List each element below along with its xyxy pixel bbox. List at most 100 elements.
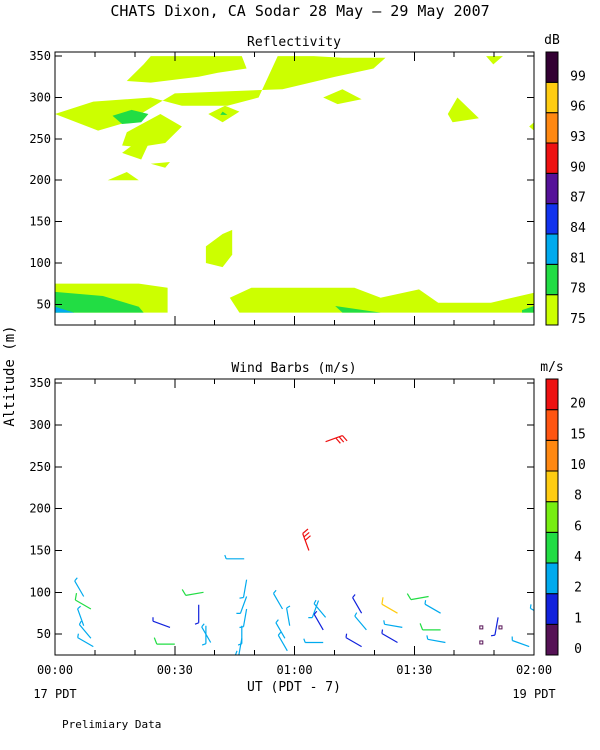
panel2-title: Wind Barbs (m/s) xyxy=(231,361,356,376)
colorbar-swatch xyxy=(545,51,559,83)
wind-barb xyxy=(529,604,534,612)
y-tick-label: 250 xyxy=(29,460,51,474)
reflectivity-region xyxy=(220,111,228,115)
wind-barb xyxy=(74,592,92,610)
reflectivity-region xyxy=(447,97,479,123)
x-right-sublabel: 19 PDT xyxy=(512,687,555,701)
calm-marker xyxy=(479,625,484,630)
reflectivity-region xyxy=(112,109,149,124)
reflectivity-region xyxy=(486,56,503,65)
wind-barb xyxy=(275,619,286,639)
colorbar-swatch xyxy=(545,142,559,174)
wind-barb xyxy=(313,610,324,631)
colorbar-label: 90 xyxy=(570,160,586,175)
colorbar-label: 87 xyxy=(570,191,586,206)
calm-marker xyxy=(537,641,540,644)
calm-marker xyxy=(479,640,484,645)
colorbar-label: 0 xyxy=(574,642,582,657)
colorbar-swatch xyxy=(545,593,559,625)
reflectivity-region xyxy=(122,114,182,148)
x-tick-label: 01:00 xyxy=(276,663,312,677)
wind-barb xyxy=(308,600,320,619)
reflectivity-region xyxy=(335,306,381,313)
wind-barb xyxy=(194,604,200,625)
x-tick-label: 00:30 xyxy=(157,663,193,677)
reflectivity-colorbar: dB 75 78 81 84 87 90 93 96 99 xyxy=(544,33,586,327)
wind-speed-colorbar: m/s 0 1 2 4 6 8 10 15 20 xyxy=(540,360,586,657)
wind-barb xyxy=(490,617,499,637)
colorbar-label: 78 xyxy=(570,282,586,297)
wind-barb xyxy=(236,596,248,614)
x-axis-label: UT (PDT - 7) xyxy=(247,680,341,695)
panel1-title: Reflectivity xyxy=(247,35,341,50)
x-tick-label: 01:30 xyxy=(396,663,432,677)
wind-barb xyxy=(381,597,398,614)
wind-barb xyxy=(424,600,441,614)
wind-barb xyxy=(345,633,362,648)
wind-barb xyxy=(426,635,446,644)
colorbar-swatch xyxy=(545,501,559,533)
colorbar-swatch xyxy=(545,409,559,441)
y-axis-label: Altitude (m) xyxy=(2,325,18,426)
reflectivity-plot: 50 100 150 200 250 300 350 xyxy=(29,49,535,326)
calm-marker xyxy=(498,625,503,630)
colorbar-swatch xyxy=(545,263,559,296)
reflectivity-region xyxy=(522,306,534,313)
reflectivity-region xyxy=(323,89,362,105)
wind-barb xyxy=(77,605,85,626)
wind-barb xyxy=(286,605,291,626)
y-tick-label: 50 xyxy=(37,297,51,311)
wind-barb xyxy=(313,599,327,618)
colorbar-label: 2 xyxy=(574,581,582,596)
y-tick-label: 100 xyxy=(29,256,51,270)
colorbar-label: 8 xyxy=(574,489,582,504)
plot-frame xyxy=(54,378,535,656)
colorbar-label: 6 xyxy=(574,519,582,534)
y-tick-label: 150 xyxy=(29,215,51,229)
colorbar-label: 96 xyxy=(570,100,586,115)
colorbar-swatch xyxy=(545,470,559,503)
colorbar-label: 99 xyxy=(570,69,586,84)
colorbar-swatch xyxy=(545,531,559,564)
wind-barb xyxy=(224,554,245,560)
reflectivity-region xyxy=(529,122,534,131)
figure-title: CHATS Dixon, CA Sodar 28 May — 29 May 20… xyxy=(110,2,489,20)
colorbar-label: 10 xyxy=(570,458,586,473)
y-tick-label: 200 xyxy=(29,173,51,187)
wind-barb xyxy=(78,620,92,639)
colorbar-label: 75 xyxy=(570,312,586,327)
colorbar-swatch xyxy=(545,233,559,265)
y-tick-label: 350 xyxy=(29,49,51,63)
reflectivity-region xyxy=(205,229,233,268)
colorbar-swatch xyxy=(545,378,559,411)
colorbar-swatch xyxy=(545,623,559,656)
wind-barb xyxy=(272,589,284,610)
colorbar-label: 20 xyxy=(570,397,586,412)
wind-barb xyxy=(325,435,348,444)
colorbar-label: 93 xyxy=(570,130,586,145)
colorbar-swatch xyxy=(545,562,559,595)
colorbar-swatch xyxy=(545,203,559,235)
wind-barb xyxy=(181,589,204,596)
wind-barb xyxy=(303,638,324,644)
colorbar-unit: dB xyxy=(544,33,560,48)
y-tick-label: 100 xyxy=(29,585,51,599)
colorbar-swatch xyxy=(545,172,559,205)
y-tick-label: 250 xyxy=(29,132,51,146)
wind-barb xyxy=(354,612,367,631)
colorbar-label: 81 xyxy=(570,251,586,266)
wind-barb xyxy=(383,620,403,628)
wind-barbs-plot: 50 100 150 200 250 300 350 xyxy=(29,376,540,656)
y-tick-label: 50 xyxy=(37,627,51,641)
colorbar-swatch xyxy=(545,439,559,472)
reflectivity-region xyxy=(122,138,151,160)
x-tick-label: 02:00 xyxy=(516,663,552,677)
reflectivity-region xyxy=(55,291,144,313)
colorbar-swatch xyxy=(545,81,559,114)
colorbar-unit: m/s xyxy=(540,360,563,375)
wind-barb xyxy=(406,593,429,601)
y-tick-label: 200 xyxy=(29,502,51,516)
reflectivity-region xyxy=(126,56,247,83)
y-tick-label: 150 xyxy=(29,543,51,557)
